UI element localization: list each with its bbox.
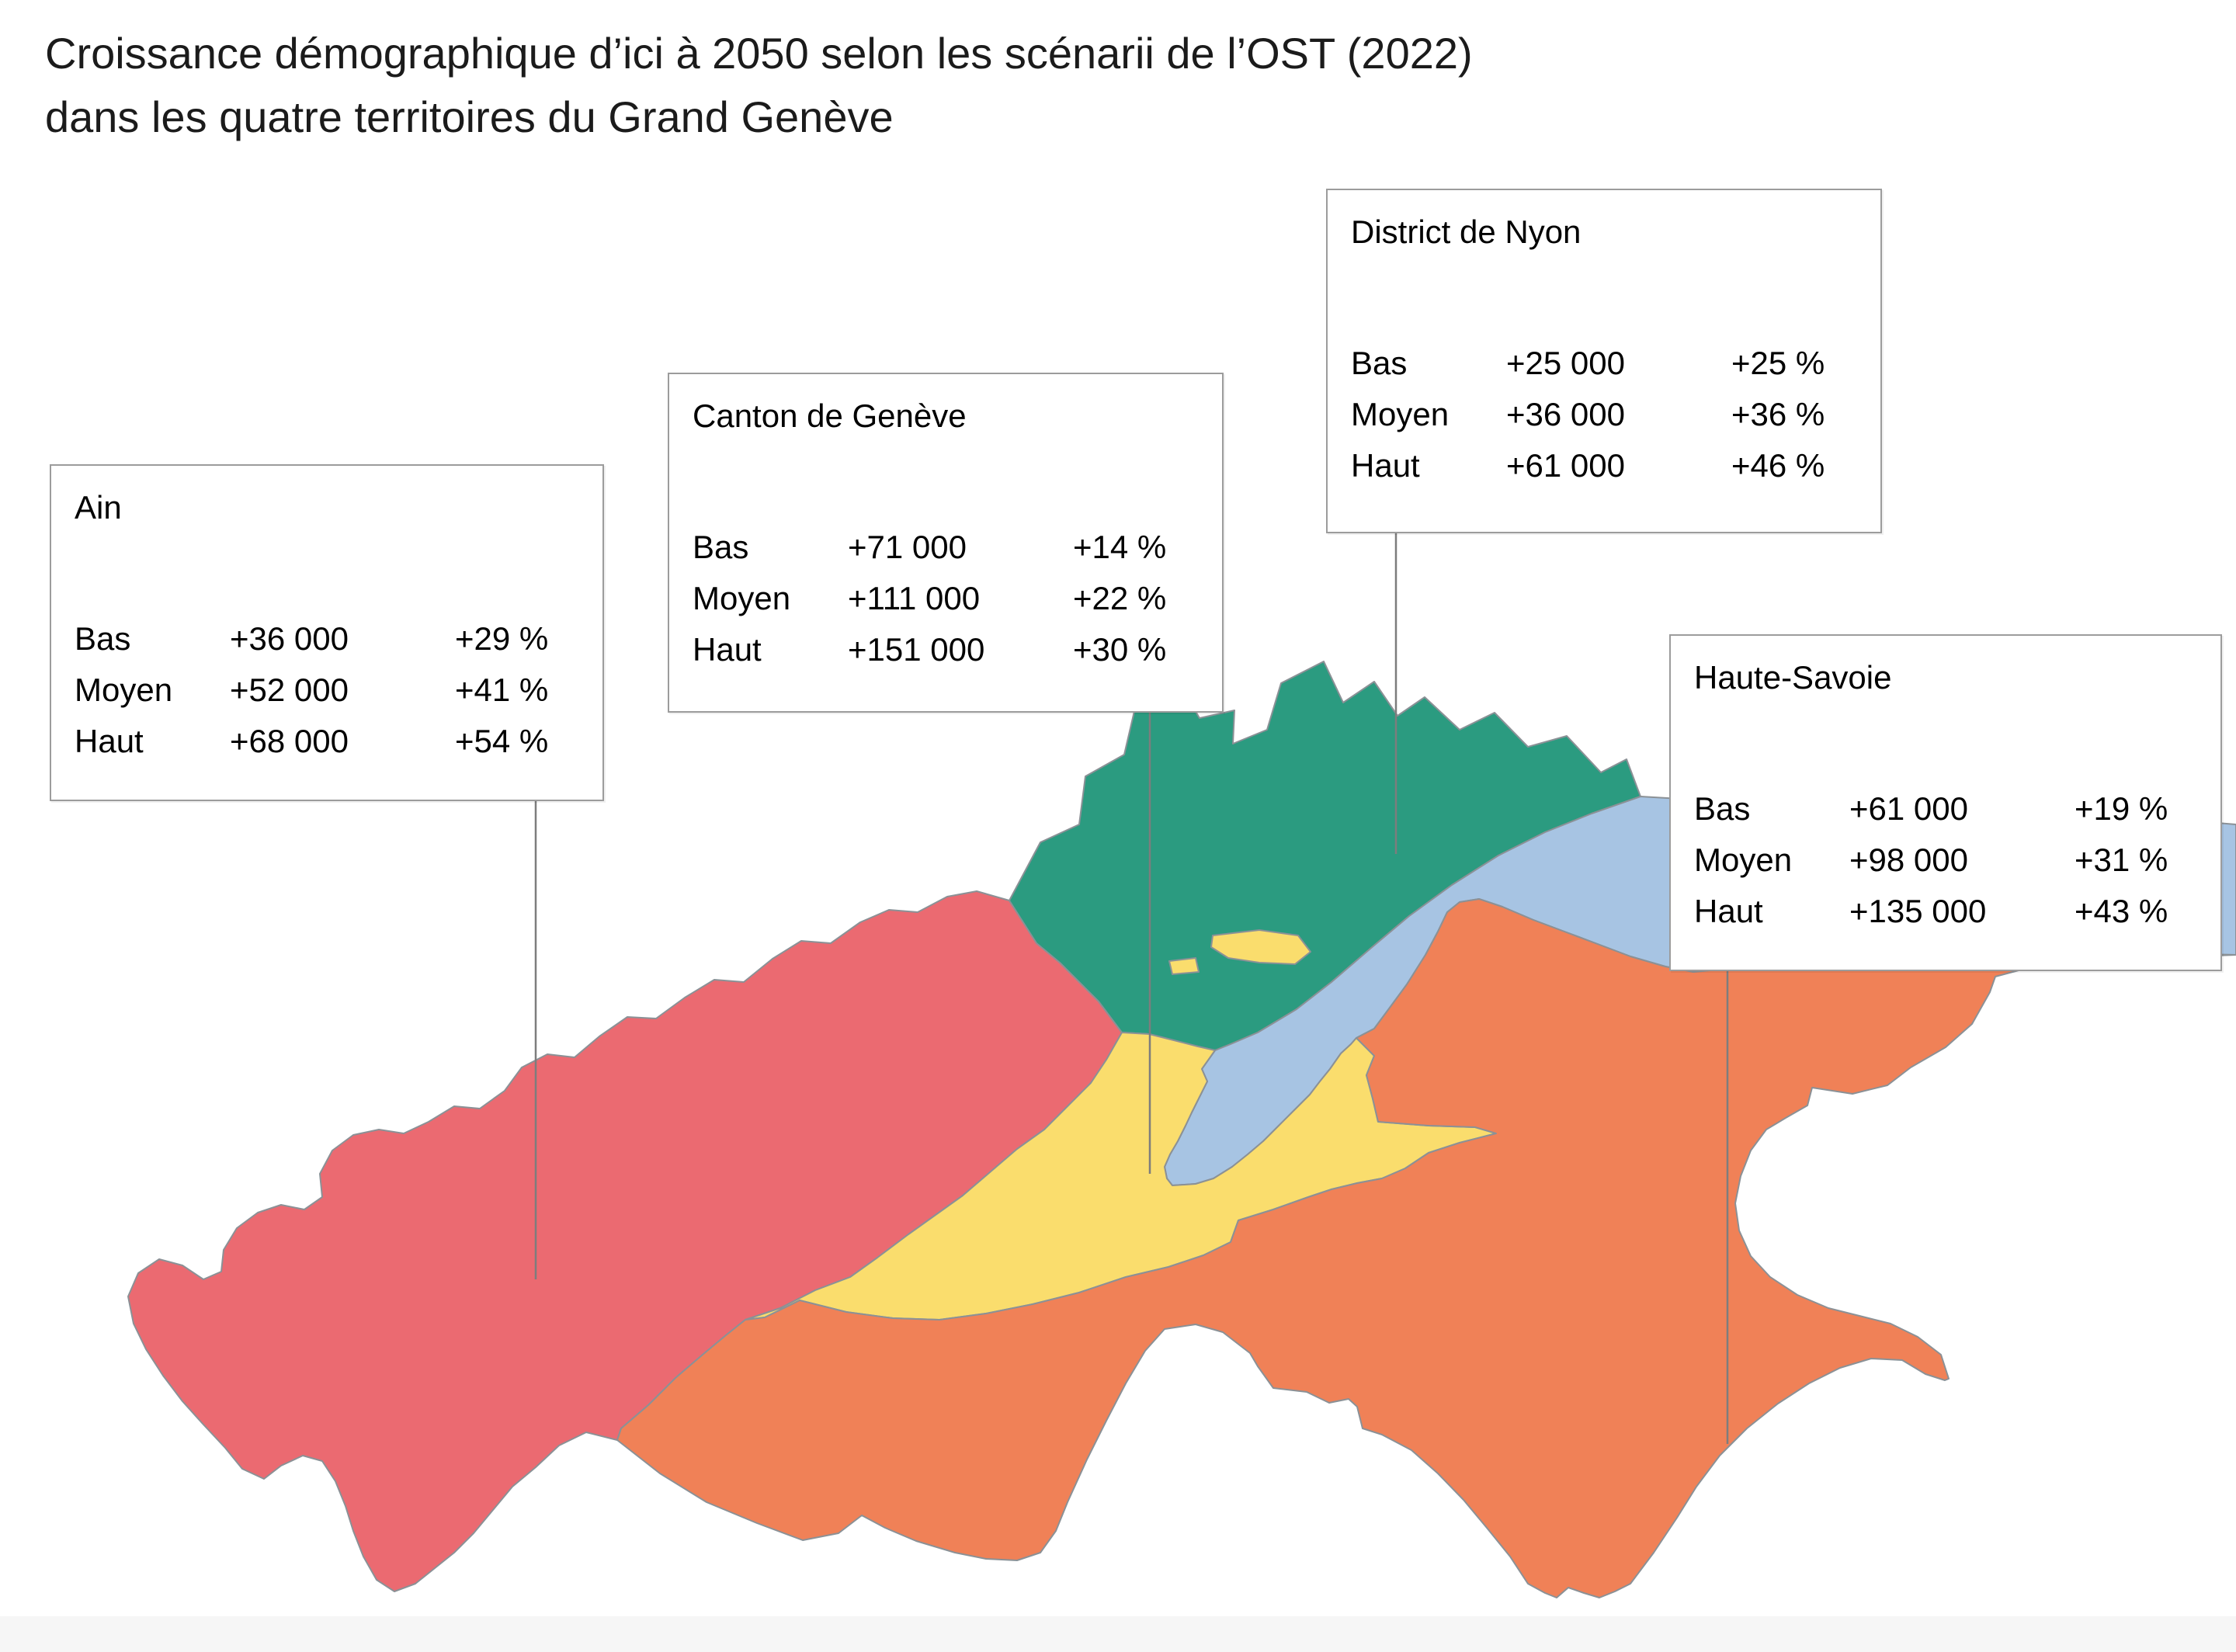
scenario-label: Haut xyxy=(1694,893,1763,929)
page-title-line2: dans les quatre territoires du Grand Gen… xyxy=(45,92,894,141)
callout-canton-de-geneve: Canton de Genève Bas +71 000 +14 % Moyen… xyxy=(668,373,1224,713)
callout-ain-territory: Ain xyxy=(75,489,122,526)
scenario-percent: +19 % xyxy=(2075,790,2168,827)
scenario-value: +36 000 xyxy=(1506,396,1625,432)
scenario-value: +135 000 xyxy=(1849,893,1987,929)
scenario-row: Moyen +52 000 +41 % xyxy=(75,665,579,716)
callout-haute-savoie: Haute-Savoie Bas +61 000 +19 % Moyen +98… xyxy=(1669,634,2222,971)
scenario-value: +36 000 xyxy=(230,620,349,657)
scenario-percent: +46 % xyxy=(1731,447,1825,484)
callout-district-de-nyon: District de Nyon Bas +25 000 +25 % Moyen… xyxy=(1326,189,1882,533)
callout-geneve-territory: Canton de Genève xyxy=(693,397,967,434)
scenario-percent: +22 % xyxy=(1073,580,1167,616)
scenario-label: Bas xyxy=(75,620,131,657)
scenario-percent: +54 % xyxy=(455,723,549,759)
scenario-label: Haut xyxy=(1351,447,1420,484)
scenario-percent: +30 % xyxy=(1073,631,1167,668)
scenario-row: Moyen +98 000 +31 % xyxy=(1694,835,2197,886)
region-celigny-exclave xyxy=(1210,929,1311,965)
callout-nyon-rows: Bas +25 000 +25 % Moyen +36 000 +36 % Ha… xyxy=(1351,338,1857,491)
scenario-label: Moyen xyxy=(75,672,173,708)
scenario-label: Moyen xyxy=(693,580,791,616)
scenario-percent: +29 % xyxy=(455,620,549,657)
scenario-value: +71 000 xyxy=(848,529,967,565)
region-haute-savoie xyxy=(616,898,2236,1598)
callout-haute-savoie-rows: Bas +61 000 +19 % Moyen +98 000 +31 % Ha… xyxy=(1694,783,2197,937)
scenario-value: +61 000 xyxy=(1506,447,1625,484)
scenario-percent: +25 % xyxy=(1731,345,1825,381)
callout-ain: Ain Bas +36 000 +29 % Moyen +52 000 +41 … xyxy=(50,464,604,801)
region-celigny-exclave-west xyxy=(1168,957,1200,975)
callout-geneve-rows: Bas +71 000 +14 % Moyen +111 000 +22 % H… xyxy=(693,522,1199,675)
callout-haute-savoie-territory: Haute-Savoie xyxy=(1694,659,1892,696)
scenario-row: Haut +151 000 +30 % xyxy=(693,624,1199,675)
scenario-percent: +43 % xyxy=(2075,893,2168,929)
scenario-value: +151 000 xyxy=(848,631,985,668)
scenario-percent: +14 % xyxy=(1073,529,1167,565)
scenario-row: Haut +135 000 +43 % xyxy=(1694,886,2197,937)
scenario-row: Haut +68 000 +54 % xyxy=(75,716,579,767)
scenario-label: Bas xyxy=(1694,790,1751,827)
scenario-label: Bas xyxy=(693,529,749,565)
scenario-row: Moyen +111 000 +22 % xyxy=(693,573,1199,624)
scenario-label: Haut xyxy=(693,631,762,668)
callout-nyon-territory: District de Nyon xyxy=(1351,213,1582,250)
scenario-label: Moyen xyxy=(1351,396,1450,432)
scenario-label: Moyen xyxy=(1694,842,1793,878)
scenario-percent: +31 % xyxy=(2075,842,2168,878)
scenario-row: Haut +61 000 +46 % xyxy=(1351,440,1857,491)
scenario-value: +25 000 xyxy=(1506,345,1625,381)
scenario-row: Bas +71 000 +14 % xyxy=(693,522,1199,573)
scenario-value: +68 000 xyxy=(230,723,349,759)
page-title-line1: Croissance démographique d’ici à 2050 se… xyxy=(45,29,1473,78)
scenario-value: +52 000 xyxy=(230,672,349,708)
scenario-value: +98 000 xyxy=(1849,842,1968,878)
scenario-row: Bas +25 000 +25 % xyxy=(1351,338,1857,389)
page-title: Croissance démographique d’ici à 2050 se… xyxy=(45,22,1473,149)
scenario-label: Bas xyxy=(1351,345,1408,381)
callout-ain-rows: Bas +36 000 +29 % Moyen +52 000 +41 % Ha… xyxy=(75,613,579,767)
scenario-value: +111 000 xyxy=(848,580,981,616)
scenario-label: Haut xyxy=(75,723,144,759)
scenario-percent: +41 % xyxy=(455,672,549,708)
scenario-row: Moyen +36 000 +36 % xyxy=(1351,389,1857,440)
scenario-row: Bas +61 000 +19 % xyxy=(1694,783,2197,835)
scenario-value: +61 000 xyxy=(1849,790,1968,827)
scenario-row: Bas +36 000 +29 % xyxy=(75,613,579,665)
footer-strip xyxy=(0,1616,2236,1652)
scenario-percent: +36 % xyxy=(1731,396,1825,432)
